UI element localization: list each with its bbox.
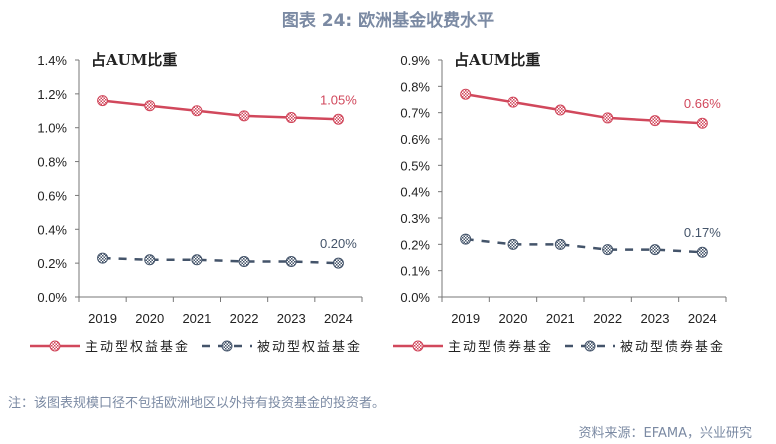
data-point-passive — [696, 246, 708, 258]
x-tick-label: 2019 — [451, 311, 480, 326]
x-tick-label: 2024 — [688, 311, 717, 326]
legend-marker-passive — [221, 340, 233, 352]
y-tick-label: 1.4% — [37, 53, 67, 68]
y-tick-label: 0.3% — [400, 211, 430, 226]
data-point-passive — [507, 238, 519, 250]
data-point-passive — [554, 238, 566, 250]
x-tick-label: 2024 — [324, 311, 353, 326]
x-tick-label: 2020 — [499, 311, 528, 326]
data-point-active — [332, 113, 344, 125]
y-tick-label: 0.1% — [400, 264, 430, 279]
data-point-passive — [97, 252, 109, 264]
y-tick-label: 0.2% — [37, 256, 67, 271]
footnote: 注：该图表规模口径不包括欧洲地区以外持有投资基金的投资者。 — [8, 396, 386, 411]
x-tick-label: 2023 — [641, 311, 670, 326]
y-tick-label: 0.5% — [400, 158, 430, 173]
x-tick-label: 2021 — [546, 311, 575, 326]
legend-marker-active — [412, 340, 424, 352]
data-point-active — [507, 96, 519, 108]
end-value-label: 1.05% — [320, 92, 357, 107]
series-line-passive — [102, 256, 339, 265]
series-line-active — [102, 99, 339, 121]
x-tick-label: 2023 — [277, 311, 306, 326]
data-point-active — [649, 115, 661, 127]
x-tick-label: 2022 — [230, 311, 259, 326]
data-point-active — [238, 110, 250, 122]
series-line-passive — [465, 237, 703, 254]
y-tick-label: 0.4% — [37, 222, 67, 237]
y-tick-label: 0.6% — [37, 188, 67, 203]
legend-marker-active — [49, 340, 61, 352]
y-tick-label: 0.0% — [400, 290, 430, 305]
data-point-active — [460, 88, 472, 100]
data-point-active — [602, 112, 614, 124]
data-point-active — [97, 95, 109, 107]
y-tick-label: 0.2% — [400, 237, 430, 252]
y-tick-label: 0.8% — [400, 79, 430, 94]
y-tick-label: 0.9% — [400, 53, 430, 68]
figure-title: 图表 24: 欧洲基金收费水平 — [281, 11, 495, 31]
data-point-passive — [285, 255, 297, 267]
data-point-passive — [460, 233, 472, 245]
y-tick-label: 0.0% — [37, 290, 67, 305]
series-line-active — [465, 93, 703, 125]
chart-title: 占AUM比重 — [454, 51, 540, 69]
data-point-passive — [649, 244, 661, 256]
chart-2: 0.0% 0.1% 0.2% 0.3% 0.4% 0.5% 0.6% 0.7% 0.8% 0.9%… — [393, 51, 727, 355]
x-tick-label: 2020 — [135, 311, 164, 326]
y-tick-label: 0.7% — [400, 106, 430, 121]
source-text: 资料来源：EFAMA，兴业研究 — [578, 426, 752, 441]
data-point-passive — [238, 255, 250, 267]
legend-label: 主动型债券基金 — [448, 339, 553, 355]
legend-label: 主动型权益基金 — [85, 339, 190, 355]
y-tick-label: 0.6% — [400, 132, 430, 147]
legend-label: 被动型债券基金 — [620, 339, 725, 355]
end-value-label: 0.20% — [320, 236, 357, 251]
data-point-active — [191, 105, 203, 117]
legend-marker-passive — [584, 340, 596, 352]
legend-label: 被动型权益基金 — [257, 339, 362, 355]
x-tick-label: 2019 — [88, 311, 117, 326]
data-point-passive — [191, 254, 203, 266]
data-point-active — [285, 112, 297, 124]
end-value-label: 0.66% — [684, 96, 721, 111]
x-tick-label: 2021 — [182, 311, 211, 326]
data-point-active — [554, 104, 566, 116]
x-tick-label: 2022 — [593, 311, 622, 326]
data-point-passive — [144, 254, 156, 266]
data-point-passive — [332, 257, 344, 269]
chart-title: 占AUM比重 — [91, 51, 177, 69]
data-point-active — [696, 117, 708, 129]
data-point-active — [144, 100, 156, 112]
y-tick-label: 1.2% — [37, 87, 67, 102]
y-tick-label: 0.4% — [400, 185, 430, 200]
y-tick-label: 1.0% — [37, 121, 67, 136]
y-tick-label: 0.8% — [37, 155, 67, 170]
data-point-passive — [602, 244, 614, 256]
end-value-label: 0.17% — [684, 225, 721, 240]
chart-1: 0.0% 0.2% 0.4% 0.6% 0.8% 1.0% 1.2% 1.4% 2019 2020… — [30, 51, 363, 355]
